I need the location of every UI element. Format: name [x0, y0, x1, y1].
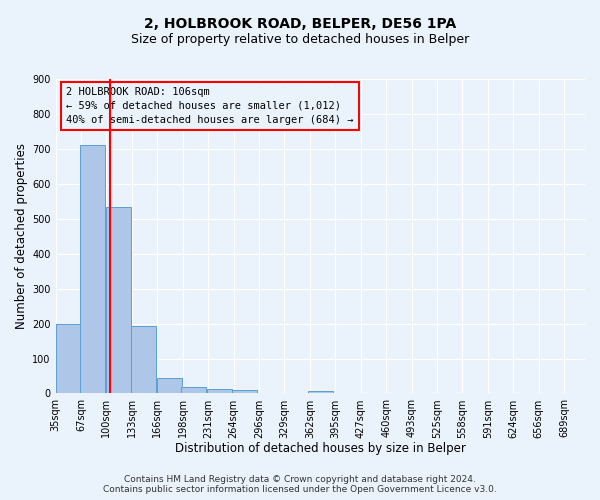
X-axis label: Distribution of detached houses by size in Belper: Distribution of detached houses by size …	[175, 442, 466, 455]
Bar	[232, 390, 257, 394]
Bar	[56, 324, 80, 394]
Bar	[207, 388, 232, 394]
Bar	[157, 378, 182, 394]
Y-axis label: Number of detached properties: Number of detached properties	[15, 143, 28, 329]
Bar	[80, 144, 106, 394]
Bar	[308, 391, 332, 394]
Text: Size of property relative to detached houses in Belper: Size of property relative to detached ho…	[131, 32, 469, 46]
Text: Contains public sector information licensed under the Open Government Licence v3: Contains public sector information licen…	[103, 484, 497, 494]
Bar	[131, 326, 156, 394]
Bar	[106, 206, 131, 394]
Bar	[181, 387, 206, 394]
Text: 2 HOLBROOK ROAD: 106sqm
← 59% of detached houses are smaller (1,012)
40% of semi: 2 HOLBROOK ROAD: 106sqm ← 59% of detache…	[66, 87, 353, 125]
Text: 2, HOLBROOK ROAD, BELPER, DE56 1PA: 2, HOLBROOK ROAD, BELPER, DE56 1PA	[144, 18, 456, 32]
Text: Contains HM Land Registry data © Crown copyright and database right 2024.: Contains HM Land Registry data © Crown c…	[124, 475, 476, 484]
